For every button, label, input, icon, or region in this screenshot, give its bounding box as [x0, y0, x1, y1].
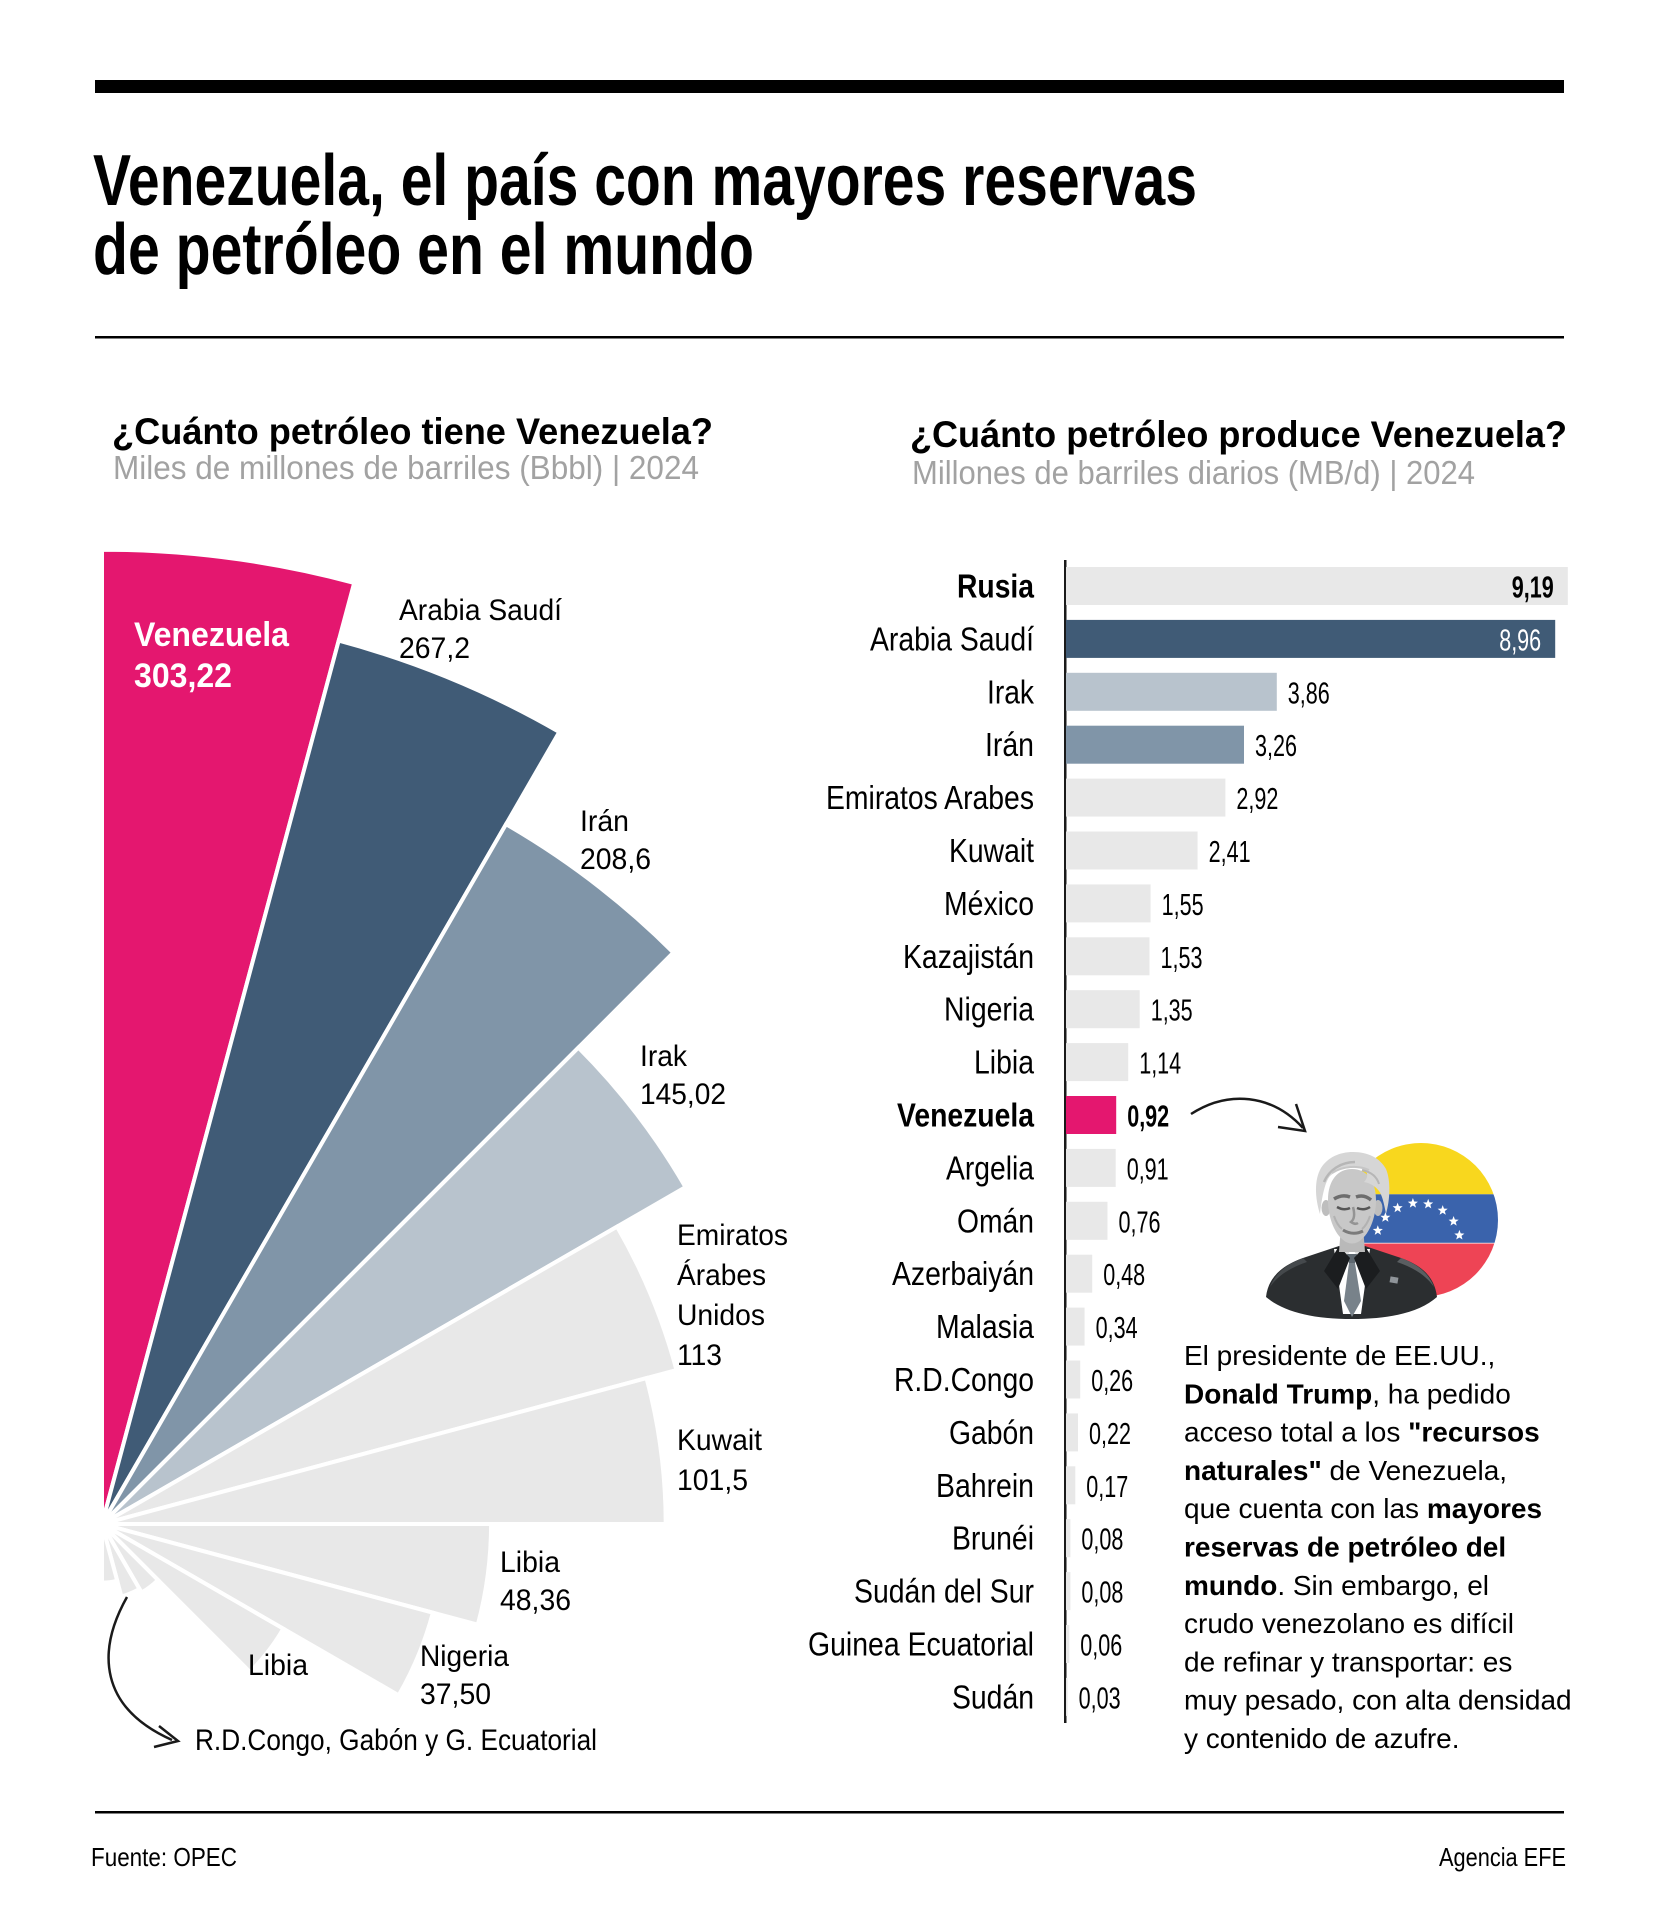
svg-text:Venezuela: Venezuela [897, 1097, 1035, 1134]
svg-text:0,17: 0,17 [1086, 1469, 1128, 1504]
svg-text:Sudán: Sudán [952, 1678, 1034, 1715]
svg-text:37,50: 37,50 [420, 1678, 491, 1711]
svg-text:¿Cuánto petróleo produce Venez: ¿Cuánto petróleo produce Venezuela? [910, 414, 1567, 455]
svg-text:Guinea Ecuatorial: Guinea Ecuatorial [808, 1626, 1034, 1663]
svg-text:9,19: 9,19 [1512, 570, 1554, 605]
svg-text:Arabia Saudí: Arabia Saudí [399, 594, 563, 627]
svg-text:1,55: 1,55 [1162, 887, 1204, 922]
svg-text:0,22: 0,22 [1089, 1416, 1131, 1451]
svg-text:Argelia: Argelia [946, 1149, 1035, 1186]
svg-text:0,48: 0,48 [1103, 1257, 1145, 1292]
svg-text:Gabón: Gabón [949, 1414, 1034, 1451]
svg-text:0,03: 0,03 [1079, 1680, 1121, 1715]
svg-text:303,22: 303,22 [134, 657, 232, 695]
svg-text:Sudán del Sur: Sudán del Sur [854, 1573, 1034, 1610]
svg-text:Irán: Irán [985, 726, 1034, 763]
svg-text:1,53: 1,53 [1161, 940, 1203, 975]
svg-text:Donald Trump, ha pedido: Donald Trump, ha pedido [1184, 1378, 1511, 1409]
svg-text:1,35: 1,35 [1151, 993, 1193, 1028]
svg-text:de refinar y transportar: es: de refinar y transportar: es [1184, 1646, 1512, 1677]
svg-text:0,91: 0,91 [1127, 1151, 1169, 1186]
svg-text:México: México [944, 885, 1034, 922]
svg-text:y contenido de azufre.: y contenido de azufre. [1184, 1723, 1460, 1754]
svg-text:Nigeria: Nigeria [420, 1640, 509, 1673]
svg-text:Venezuela, el país con mayores: Venezuela, el país con mayores reservas [93, 141, 1197, 221]
svg-text:Venezuela: Venezuela [134, 616, 290, 654]
svg-text:El presidente de EE.UU.,: El presidente de EE.UU., [1184, 1340, 1495, 1371]
svg-text:48,36: 48,36 [500, 1584, 571, 1617]
svg-text:Bahrein: Bahrein [936, 1467, 1034, 1504]
svg-text:reservas de petróleo del: reservas de petróleo del [1184, 1532, 1506, 1563]
svg-text:Miles de millones de barriles: Miles de millones de barriles (Bbbl) | 2… [113, 449, 699, 486]
svg-text:naturales" de Venezuela,: naturales" de Venezuela, [1184, 1455, 1507, 1486]
svg-text:113: 113 [677, 1339, 722, 1372]
svg-text:Kazajistán: Kazajistán [903, 938, 1034, 975]
svg-text:Nigeria: Nigeria [944, 991, 1035, 1028]
svg-text:Millones de barriles diarios (: Millones de barriles diarios (MB/d) | 20… [912, 454, 1475, 491]
svg-text:Malasia: Malasia [936, 1308, 1035, 1345]
svg-text:0,08: 0,08 [1081, 1575, 1123, 1610]
svg-text:0,08: 0,08 [1081, 1522, 1123, 1557]
svg-text:101,5: 101,5 [677, 1464, 748, 1497]
svg-text:267,2: 267,2 [399, 632, 470, 665]
svg-text:que cuenta con las mayores: que cuenta con las mayores [1184, 1493, 1542, 1524]
svg-text:0,92: 0,92 [1127, 1099, 1169, 1134]
svg-text:Agencia EFE: Agencia EFE [1439, 1842, 1566, 1872]
svg-text:1,14: 1,14 [1139, 1046, 1181, 1081]
svg-text:Azerbaiyán: Azerbaiyán [892, 1255, 1034, 1292]
svg-text:de petróleo en el mundo: de petróleo en el mundo [93, 210, 754, 290]
svg-text:Irak: Irak [987, 673, 1034, 710]
svg-text:Arabia Saudí: Arabia Saudí [870, 620, 1034, 657]
svg-text:8,96: 8,96 [1499, 622, 1541, 657]
svg-text:Libia: Libia [248, 1649, 308, 1682]
svg-text:Árabes: Árabes [677, 1259, 766, 1292]
svg-text:2,41: 2,41 [1209, 834, 1251, 869]
svg-text:¿Cuánto petróleo tiene Venezue: ¿Cuánto petróleo tiene Venezuela? [112, 411, 713, 452]
svg-text:Libia: Libia [500, 1546, 560, 1579]
svg-text:Fuente: OPEC: Fuente: OPEC [91, 1842, 237, 1872]
svg-text:Irak: Irak [640, 1040, 688, 1073]
svg-text:Unidos: Unidos [677, 1299, 765, 1332]
svg-text:3,26: 3,26 [1255, 728, 1297, 763]
svg-text:Emiratos: Emiratos [677, 1219, 788, 1252]
svg-text:Irán: Irán [580, 805, 629, 838]
svg-text:acceso total a los "recursos: acceso total a los "recursos [1184, 1417, 1540, 1448]
svg-text:Omán: Omán [957, 1202, 1034, 1239]
svg-text:Emiratos Arabes: Emiratos Arabes [826, 779, 1034, 816]
svg-text:crudo venezolano es difícil: crudo venezolano es difícil [1184, 1608, 1514, 1639]
svg-text:muy pesado, con alta densidad: muy pesado, con alta densidad [1184, 1685, 1572, 1716]
svg-text:mundo. Sin embargo, el: mundo. Sin embargo, el [1184, 1570, 1489, 1601]
svg-text:145,02: 145,02 [640, 1078, 726, 1111]
svg-text:Libia: Libia [974, 1044, 1035, 1081]
svg-text:R.D.Congo, Gabón y G. Ecuatori: R.D.Congo, Gabón y G. Ecuatorial [195, 1724, 597, 1757]
svg-text:Kuwait: Kuwait [677, 1424, 763, 1457]
svg-text:0,76: 0,76 [1119, 1204, 1161, 1239]
svg-text:Brunéi: Brunéi [952, 1520, 1034, 1557]
svg-text:Kuwait: Kuwait [949, 832, 1034, 869]
svg-text:R.D.Congo: R.D.Congo [894, 1361, 1034, 1398]
svg-text:0,06: 0,06 [1080, 1628, 1122, 1663]
svg-text:3,86: 3,86 [1288, 675, 1330, 710]
svg-text:208,6: 208,6 [580, 843, 651, 876]
svg-text:0,26: 0,26 [1091, 1363, 1133, 1398]
svg-text:0,34: 0,34 [1096, 1310, 1138, 1345]
svg-text:Rusia: Rusia [957, 568, 1035, 605]
svg-text:2,92: 2,92 [1236, 781, 1278, 816]
